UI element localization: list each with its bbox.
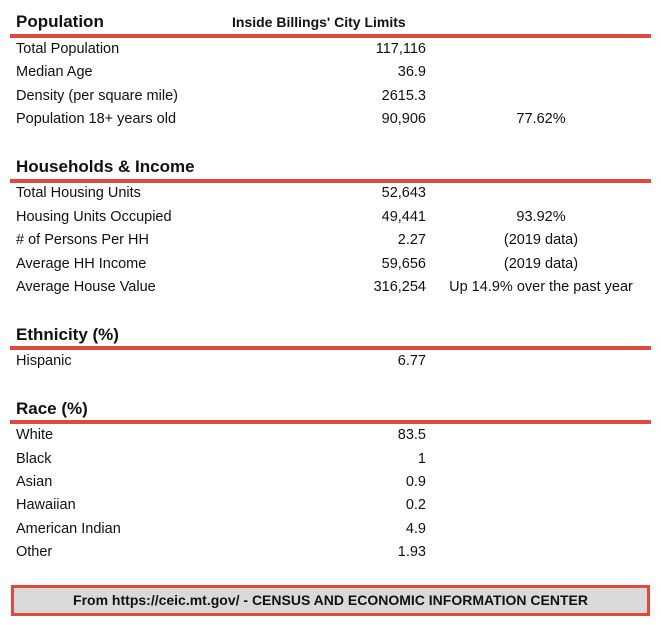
table-row: White 83.5 — [0, 427, 661, 450]
row-label: Median Age — [16, 64, 93, 80]
table-row: Average HH Income 59,656 (2019 data) — [0, 256, 661, 279]
table-row: Asian 0.9 — [0, 474, 661, 497]
row-value: 0.2 — [405, 497, 426, 513]
row-label: Housing Units Occupied — [16, 209, 172, 225]
section-divider — [10, 346, 651, 350]
table-row: Housing Units Occupied 49,441 93.92% — [0, 209, 661, 232]
row-label: Hispanic — [16, 353, 72, 369]
section-title-population: Population — [16, 12, 104, 31]
table-row: Median Age 36.9 — [0, 64, 661, 87]
section-title-ethnicity: Ethnicity (%) — [16, 325, 119, 344]
row-value: 2.27 — [397, 232, 426, 248]
row-value: 316,254 — [373, 279, 426, 295]
row-label: White — [16, 427, 54, 443]
table-row: Black 1 — [0, 451, 661, 474]
row-label: Density (per square mile) — [16, 88, 178, 104]
row-value: 49,441 — [381, 209, 426, 225]
row-value: 6.77 — [397, 353, 426, 369]
row-value: 59,656 — [381, 256, 426, 272]
row-value: 2615.3 — [381, 88, 426, 104]
row-value: 90,906 — [381, 111, 426, 127]
table-row: Hawaiian 0.2 — [0, 497, 661, 520]
row-note: (2019 data) — [503, 256, 579, 272]
row-note: 93.92% — [516, 209, 566, 225]
row-value: 117,116 — [375, 41, 426, 57]
row-note: Up 14.9% over the past year — [449, 279, 633, 295]
row-label: American Indian — [16, 521, 121, 537]
row-label: Total Housing Units — [16, 185, 141, 201]
table-row: Total Population 117,116 — [0, 41, 661, 64]
row-label: Asian — [16, 474, 53, 490]
row-label: Average HH Income — [16, 256, 147, 272]
table-row: # of Persons Per HH 2.27 (2019 data) — [0, 232, 661, 255]
row-label: Other — [16, 544, 53, 560]
table-row: Density (per square mile) 2615.3 — [0, 88, 661, 111]
row-value: 4.9 — [405, 521, 426, 537]
table-row: Hispanic 6.77 — [0, 353, 661, 376]
table-row: American Indian 4.9 — [0, 521, 661, 544]
section-divider — [10, 179, 651, 183]
header-subtitle: Inside Billings' City Limits — [232, 14, 406, 30]
section-title-race: Race (%) — [16, 399, 88, 418]
table-row: Total Housing Units 52,643 — [0, 185, 661, 208]
row-value: 83.5 — [397, 427, 426, 443]
section-title-households: Households & Income — [16, 157, 195, 176]
row-label: Average House Value — [16, 279, 156, 295]
section-divider — [10, 420, 651, 424]
row-label: # of Persons Per HH — [16, 232, 149, 248]
source-footer: From https://ceic.mt.gov/ - CENSUS AND E… — [11, 585, 650, 616]
row-value: 36.9 — [397, 64, 426, 80]
row-value: 1 — [417, 451, 426, 467]
row-label: Black — [16, 451, 52, 467]
row-value: 52,643 — [381, 185, 426, 201]
row-label: Population 18+ years old — [16, 111, 177, 127]
row-value: 0.9 — [405, 474, 426, 490]
row-label: Total Population — [16, 41, 120, 57]
table-row: Average House Value 316,254 Up 14.9% ove… — [0, 279, 661, 302]
table-row: Population 18+ years old 90,906 77.62% — [0, 111, 661, 134]
table-row: Other 1.93 — [0, 544, 661, 567]
section-divider — [10, 34, 651, 38]
row-value: 1.93 — [397, 544, 426, 560]
row-label: Hawaiian — [16, 497, 76, 513]
row-note: 77.62% — [516, 111, 566, 127]
row-note: (2019 data) — [503, 232, 579, 248]
